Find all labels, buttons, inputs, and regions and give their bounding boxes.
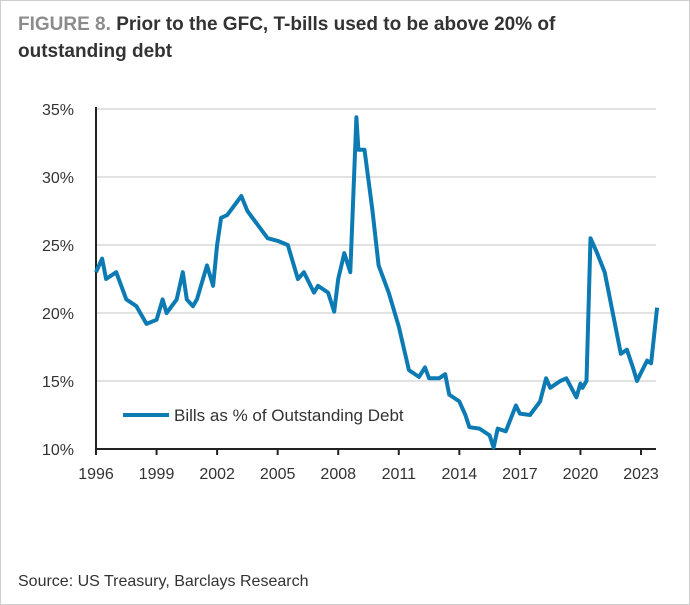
y-tick-label: 10%	[42, 442, 74, 459]
line-chart: 10% 15% 20% 25% 30% 35% 1996 1999 2002 2005 2008 20…	[42, 102, 660, 483]
x-tick-label: 2002	[199, 466, 235, 483]
x-tick-label: 2005	[260, 466, 296, 483]
series-line	[94, 115, 660, 450]
x-tick-label: 2014	[442, 466, 478, 483]
legend-label: Bills as % of Outstanding Debt	[174, 406, 404, 425]
x-tick-label: 2023	[623, 466, 659, 483]
x-tick-label: 2020	[563, 466, 599, 483]
y-tick-label: 20%	[42, 306, 74, 323]
x-tick-label: 2017	[502, 466, 538, 483]
y-tick-label: 25%	[42, 238, 74, 255]
x-tick-label: 2011	[382, 466, 417, 483]
title-text: Prior to the GFC, T-bills used to be abo…	[18, 14, 556, 62]
x-tick-label: 2008	[320, 466, 356, 483]
y-tick-label: 15%	[42, 374, 74, 391]
chart-title: FIGURE 8. Prior to the GFC, T-bills used…	[18, 11, 658, 65]
y-tick-label: 35%	[42, 102, 74, 119]
figure-label: FIGURE 8.	[18, 14, 111, 35]
x-tick-label: 1996	[78, 466, 114, 483]
source-note: Source: US Treasury, Barclays Research	[18, 573, 309, 590]
x-tick-label: 1999	[139, 466, 175, 483]
y-tick-label: 30%	[42, 170, 74, 187]
